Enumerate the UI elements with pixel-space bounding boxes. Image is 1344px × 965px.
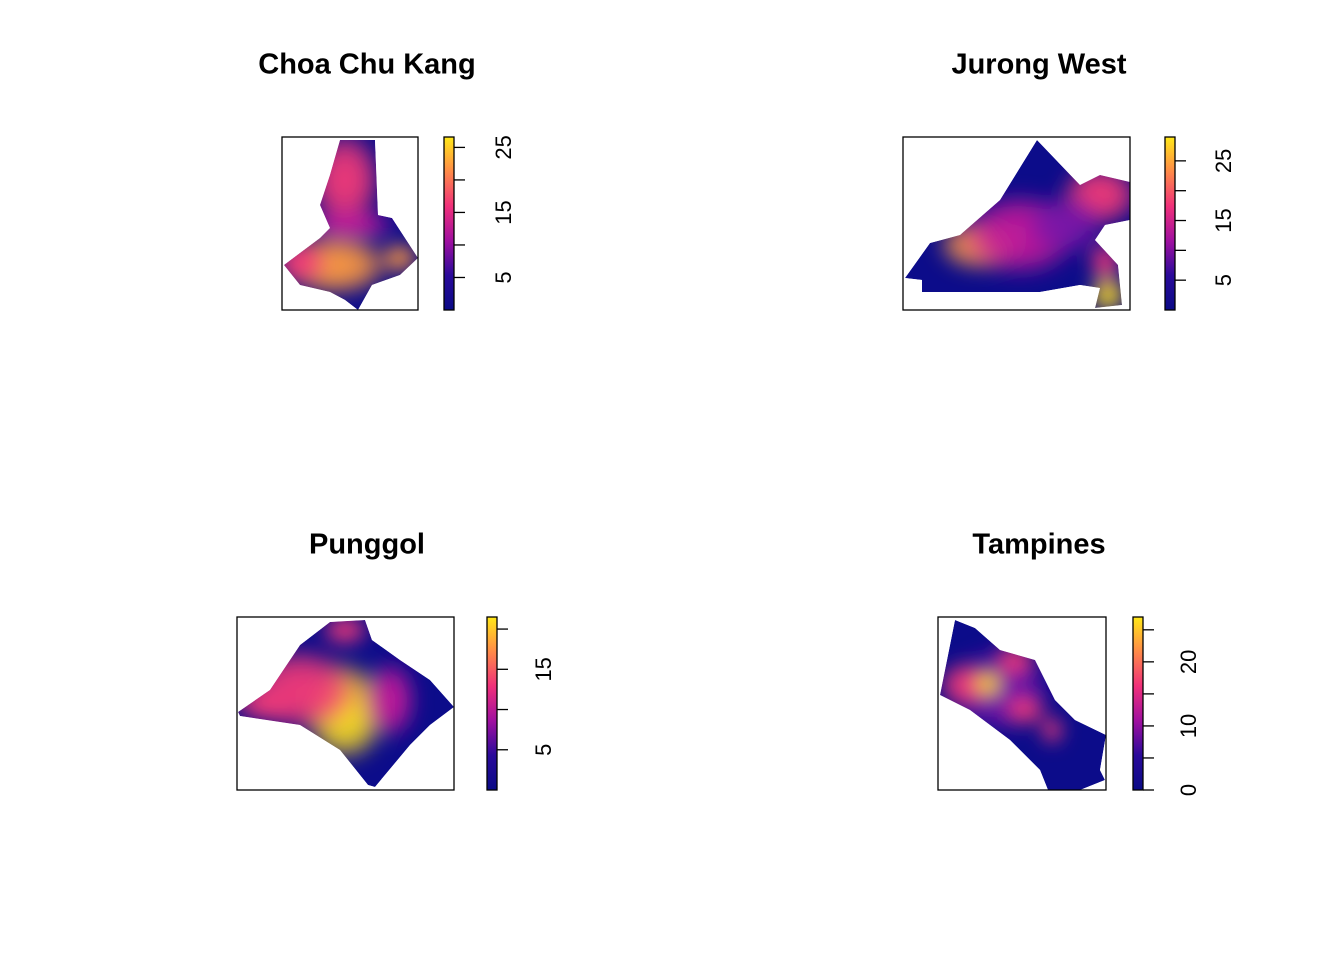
colorbar-label: 15 <box>491 200 516 224</box>
hotspot <box>1023 194 1107 256</box>
colorbar <box>443 136 455 311</box>
colorbar <box>1132 616 1144 791</box>
plot-frame <box>902 136 1131 311</box>
density-surface <box>940 620 1106 790</box>
hotspot <box>301 208 399 242</box>
hotspot <box>972 668 1004 700</box>
colorbar-label: 5 <box>491 271 516 283</box>
hotspots <box>284 140 418 299</box>
colorbar-label: 25 <box>1211 149 1236 173</box>
colorbar-label: 25 <box>491 135 516 159</box>
colorbar-label: 15 <box>531 657 556 681</box>
plot-frame <box>937 616 1107 791</box>
colorbar-label: 5 <box>1211 274 1236 286</box>
panel-title: Tampines <box>972 529 1105 561</box>
colorbar <box>1164 136 1176 311</box>
hotspot <box>238 645 363 735</box>
colorbar-label: 20 <box>1176 650 1201 674</box>
hotspot <box>1039 714 1065 746</box>
panel-title: Punggol <box>309 529 425 561</box>
density-surface <box>284 140 418 310</box>
hotspots <box>940 641 1065 746</box>
map-panel: Punggol 5 15 <box>236 529 556 791</box>
density-surface <box>905 140 1130 308</box>
map-panel: Choa Chu Kang 5 15 25 <box>258 49 516 311</box>
panel-title: Choa Chu Kang <box>258 49 476 81</box>
colorbar-label: 5 <box>531 744 556 756</box>
hotspot <box>319 620 371 647</box>
hotspot <box>1002 693 1048 727</box>
hotspots <box>238 620 418 766</box>
plot-frame <box>236 616 455 791</box>
panel-title: Jurong West <box>951 49 1126 81</box>
hotspot <box>284 236 328 288</box>
colorbar <box>486 616 498 791</box>
hotspot <box>1088 275 1128 308</box>
hotspot <box>362 658 418 742</box>
hotspot <box>992 641 1038 679</box>
map-panel: Tampines 0 10 20 <box>937 529 1201 796</box>
colorbar-label: 15 <box>1211 208 1236 232</box>
map-panel: Jurong West 5 15 25 <box>902 49 1236 311</box>
hotspot <box>380 241 418 275</box>
density-surface <box>238 620 454 787</box>
colorbar-label: 0 <box>1176 784 1201 796</box>
hotspot <box>238 688 300 722</box>
plot-frame <box>281 136 419 311</box>
hotspot <box>1088 239 1122 285</box>
colorbar-label: 10 <box>1176 714 1201 738</box>
